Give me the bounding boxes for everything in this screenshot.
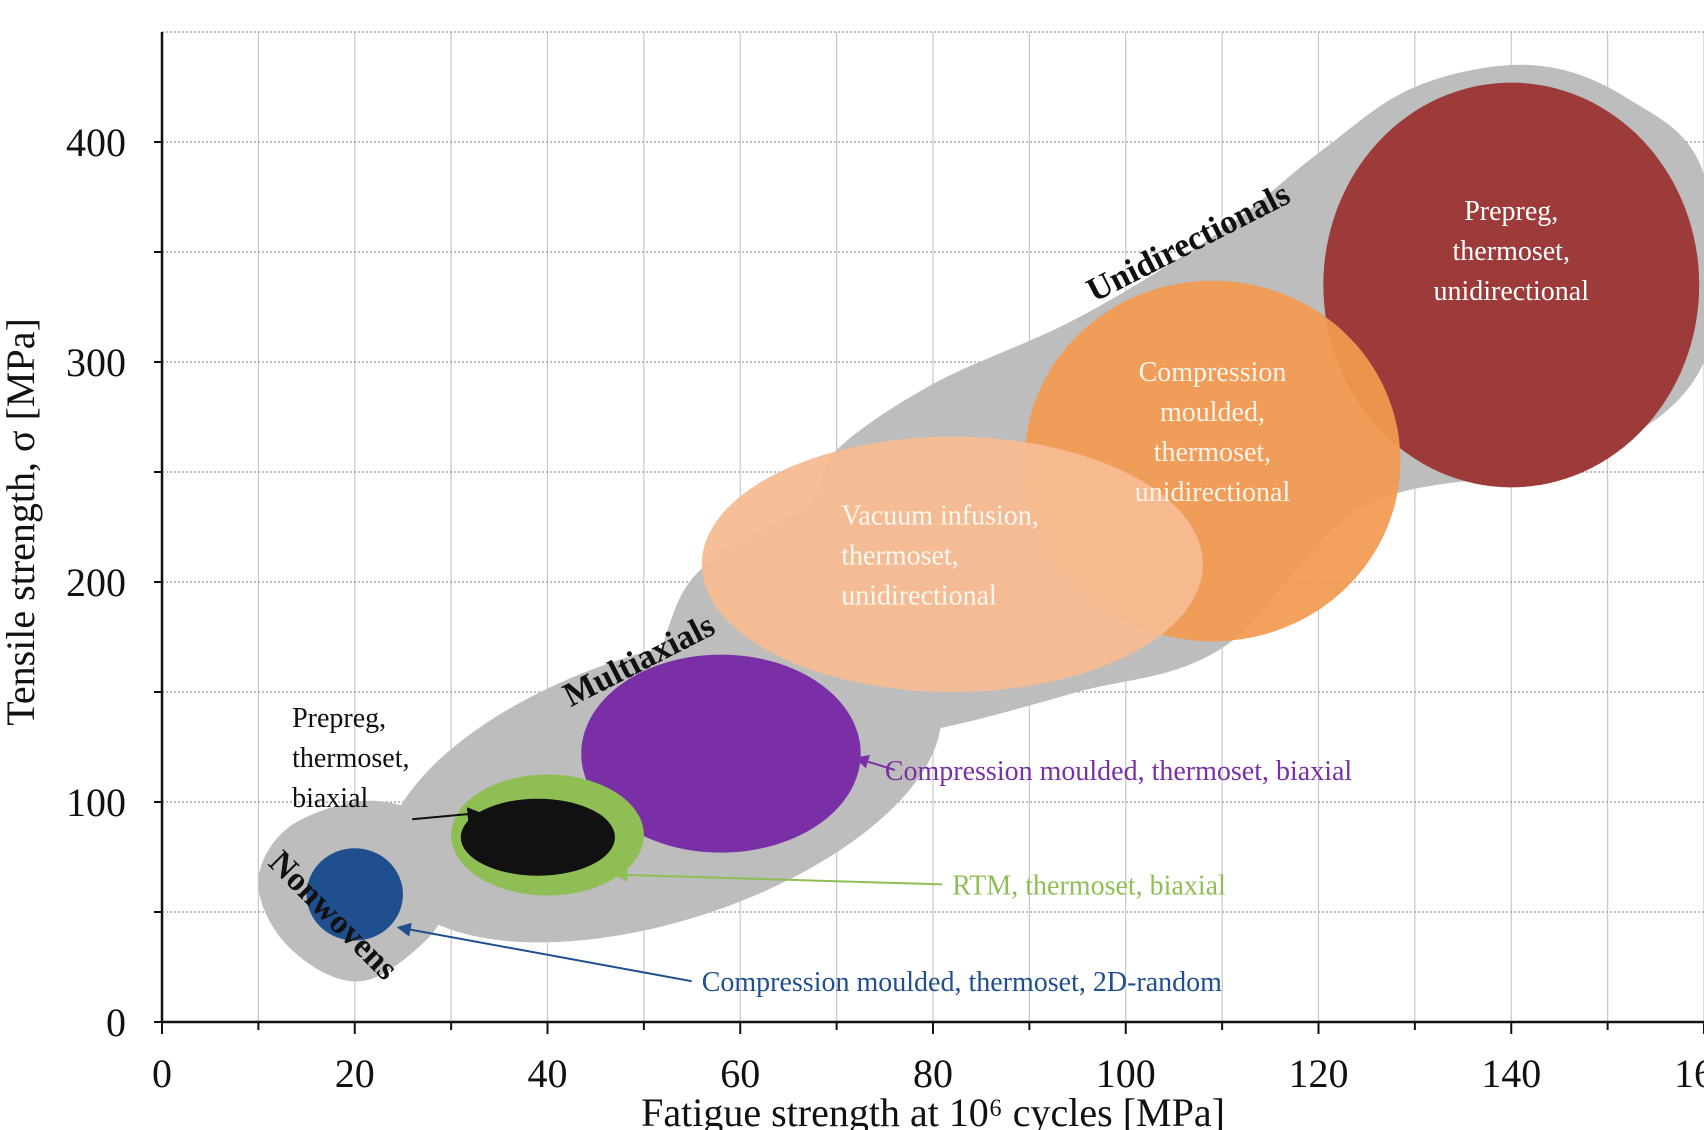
- region-label-line: thermoset,: [1154, 437, 1271, 468]
- x-tick-label: 80: [913, 1051, 953, 1096]
- region-label-line: thermoset,: [841, 540, 958, 571]
- region-label-line: thermoset,: [1453, 236, 1570, 267]
- y-tick-label: 400: [66, 120, 126, 165]
- axes: 0 20 40 60 80 100 120 140 160 0 100 200 300 400: [66, 32, 1704, 1096]
- annotation-arrow-prepreg-thermoset-biaxial: [412, 807, 482, 822]
- annotation-label-rtm-thermoset-biaxial: RTM, thermoset, biaxial: [952, 870, 1226, 901]
- annotation-label-prepreg-thermoset-biaxial: Prepreg,: [292, 703, 386, 734]
- region-prepreg-thermoset-unidirectional: [1323, 82, 1700, 488]
- region-label-line: Vacuum infusion,: [841, 500, 1039, 531]
- region-label-line: Prepreg,: [1464, 196, 1558, 227]
- region-vacuum-infusion-thermoset-unidirectional: [701, 436, 1203, 692]
- region-prepreg-thermoset-biaxial: [460, 798, 615, 876]
- region-label-line: Compression: [1139, 357, 1287, 388]
- annotation-label-compression-moulded-thermoset-biaxial: Compression moulded, thermoset, biaxial: [885, 756, 1353, 787]
- region-compression-moulded-thermoset-biaxial: [581, 654, 861, 853]
- region-label-line: moulded,: [1160, 397, 1265, 428]
- x-axis-title: Fatigue strength at 10⁶ cycles [MPa]: [641, 1090, 1225, 1130]
- annotation-label-compression-moulded-thermoset-2d-random: Compression moulded, thermoset, 2D-rando…: [702, 967, 1222, 998]
- region-label-line: unidirectional: [841, 580, 997, 611]
- x-tick-label: 20: [335, 1051, 375, 1096]
- x-tick-label: 60: [720, 1051, 760, 1096]
- y-tick-label: 200: [66, 560, 126, 605]
- annotation-arrow-compression-moulded-thermoset-2d-random: [396, 922, 692, 983]
- x-tick-label: 140: [1481, 1051, 1541, 1096]
- x-tick-label: 120: [1289, 1051, 1349, 1096]
- x-tick-label: 100: [1096, 1051, 1156, 1096]
- x-tick-label: 0: [152, 1051, 172, 1096]
- region-label-line: unidirectional: [1433, 276, 1589, 307]
- annotation-label-prepreg-thermoset-biaxial: thermoset,: [292, 743, 409, 774]
- y-axis-title: Tensile strength, σ [MPa]: [0, 318, 43, 726]
- region-compression-moulded-thermoset-2d-random: [306, 848, 403, 941]
- y-tick-label: 0: [106, 1000, 126, 1045]
- y-tick-label: 100: [66, 780, 126, 825]
- region-label-line: unidirectional: [1135, 477, 1291, 508]
- x-tick-label: 160: [1674, 1051, 1704, 1096]
- x-tick-label: 40: [528, 1051, 568, 1096]
- y-tick-label: 300: [66, 340, 126, 385]
- annotation-arrow-compression-moulded-thermoset-biaxial: [854, 755, 896, 771]
- series-regions: [306, 82, 1700, 941]
- annotation-arrow-rtm-thermoset-biaxial: [613, 867, 943, 886]
- annotation-label-prepreg-thermoset-biaxial: biaxial: [292, 783, 368, 814]
